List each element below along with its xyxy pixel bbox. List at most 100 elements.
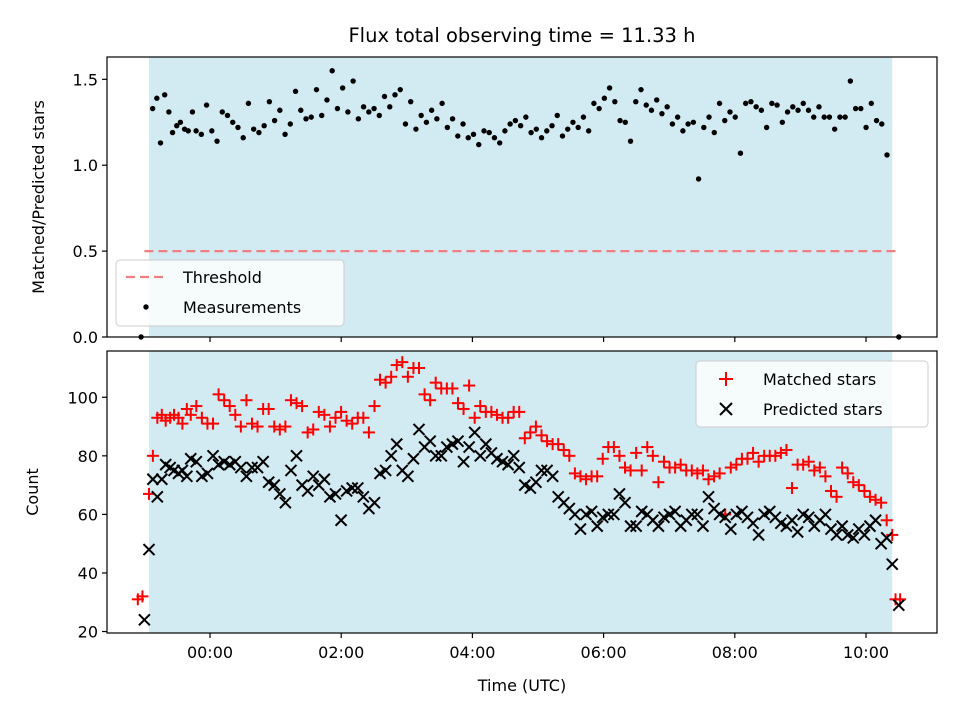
bottom-y-tick-label: 80 (78, 447, 98, 466)
matched-star-marker (390, 359, 403, 372)
measurement-point (149, 105, 156, 112)
matched-star-marker (702, 473, 715, 486)
matched-star-marker (301, 426, 314, 439)
matched-star-marker (557, 443, 570, 456)
measurement-point (769, 100, 775, 107)
measurement-point (166, 109, 172, 115)
measurement-point (428, 107, 435, 113)
matched-star-marker (296, 400, 309, 413)
measurement-point (189, 109, 196, 115)
measurement-point (224, 112, 231, 119)
predicted-star-marker (429, 449, 442, 463)
measurement-point (245, 100, 252, 107)
measurement-point (826, 114, 833, 120)
measurement-point (219, 109, 225, 115)
measurement-point (387, 104, 393, 110)
measurement-point (392, 92, 398, 98)
matched-star-marker (741, 452, 754, 465)
matched-star-marker (813, 461, 826, 474)
bottom-y-tick-label: 20 (78, 623, 98, 642)
matched-star-marker (863, 490, 876, 503)
predicted-star-marker (273, 487, 287, 501)
matched-star-marker (212, 388, 225, 401)
predicted-star-marker (892, 598, 906, 612)
predicted-star-marker (468, 426, 481, 439)
measurement-point (507, 121, 513, 127)
matched-star-marker (769, 449, 782, 462)
matched-star-marker (674, 458, 687, 471)
matched-star-marker (229, 408, 242, 421)
predicted-star-marker (146, 473, 160, 486)
predicted-star-marker (334, 514, 348, 527)
matched-star-marker (401, 370, 414, 383)
measurement-point (481, 128, 487, 134)
predicted-star-marker (301, 484, 314, 498)
measurement-point (491, 135, 498, 141)
matched-star-marker (142, 487, 155, 500)
measurement-point (366, 109, 372, 115)
matched-star-marker (207, 417, 220, 430)
top-y-tick-label: 1.5 (73, 70, 98, 89)
bottom-x-tick-label: 00:00 (187, 643, 233, 662)
matched-star-marker (708, 470, 721, 483)
matched-star-marker (797, 458, 810, 471)
matched-star-marker (858, 484, 871, 497)
measurement-point (763, 124, 770, 131)
measurement-point (701, 124, 707, 131)
measurement-point (214, 138, 220, 144)
legend-matched-swatch (719, 372, 733, 386)
matched-star-marker (591, 470, 604, 483)
matched-star-marker (568, 467, 581, 480)
measurement-point (402, 121, 409, 127)
predicted-star-marker (180, 470, 194, 483)
measurement-point (496, 140, 503, 146)
measurement-point (565, 126, 571, 132)
matched-star-marker (685, 464, 698, 477)
matched-star-marker (786, 482, 799, 495)
matched-star-marker (346, 417, 359, 430)
measurement-point (313, 86, 320, 93)
measurement-point (779, 119, 786, 125)
matched-star-marker (502, 411, 515, 424)
matched-star-marker (418, 388, 431, 401)
predicted-star-marker (138, 613, 151, 627)
bottom-x-tick-label: 02:00 (318, 643, 364, 662)
legend-threshold-label: Threshold (182, 268, 262, 287)
predicted-star-marker (746, 516, 760, 530)
matched-star-marker (362, 426, 375, 439)
predicted-star-marker (835, 519, 849, 533)
matched-star-marker (613, 449, 626, 462)
bottom-x-tick-label: 10:00 (843, 643, 889, 662)
matched-stars-points (131, 356, 907, 606)
measurement-point (585, 128, 592, 134)
top-x-ticks (209, 337, 867, 342)
matched-star-marker (529, 420, 542, 433)
measurement-point (381, 93, 388, 100)
predicted-star-marker (819, 508, 832, 521)
measurement-point (816, 104, 822, 110)
measurement-point (669, 121, 676, 127)
measurement-point (633, 98, 639, 105)
measurement-point (476, 141, 482, 148)
matched-star-marker (847, 476, 860, 489)
matched-star-marker (385, 370, 398, 383)
measurement-point (685, 121, 691, 127)
bottom-y-tick-label: 40 (78, 564, 98, 583)
measurement-point (256, 129, 262, 136)
predicted-star-marker (602, 508, 615, 521)
predicted-star-marker (624, 519, 637, 533)
predicted-star-marker (507, 449, 520, 463)
matched-star-marker (880, 514, 893, 527)
measurement-point (742, 100, 749, 107)
predicted-star-marker (568, 508, 582, 521)
matched-star-marker (463, 379, 476, 392)
predicted-star-marker (329, 487, 342, 501)
measurement-point (622, 119, 628, 125)
measurement-point (350, 78, 356, 84)
matched-star-marker (513, 405, 526, 418)
predicted-star-marker (245, 461, 259, 474)
measurement-point (339, 85, 346, 91)
predicted-star-marker (501, 458, 515, 471)
measurement-point (795, 107, 801, 113)
matched-star-marker (652, 476, 665, 489)
